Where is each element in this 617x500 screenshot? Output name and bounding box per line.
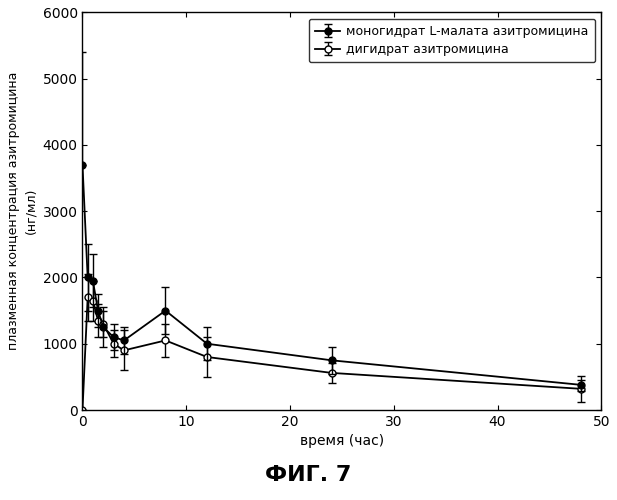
Legend: моногидрат L-малата азитромицина, дигидрат азитромицина: моногидрат L-малата азитромицина, дигидр…: [309, 18, 595, 62]
Text: ФИГ. 7: ФИГ. 7: [265, 465, 352, 485]
X-axis label: время (час): время (час): [300, 434, 384, 448]
Y-axis label: плазменная концентрация азитромицина
(нг/мл): плазменная концентрация азитромицина (нг…: [7, 72, 37, 350]
